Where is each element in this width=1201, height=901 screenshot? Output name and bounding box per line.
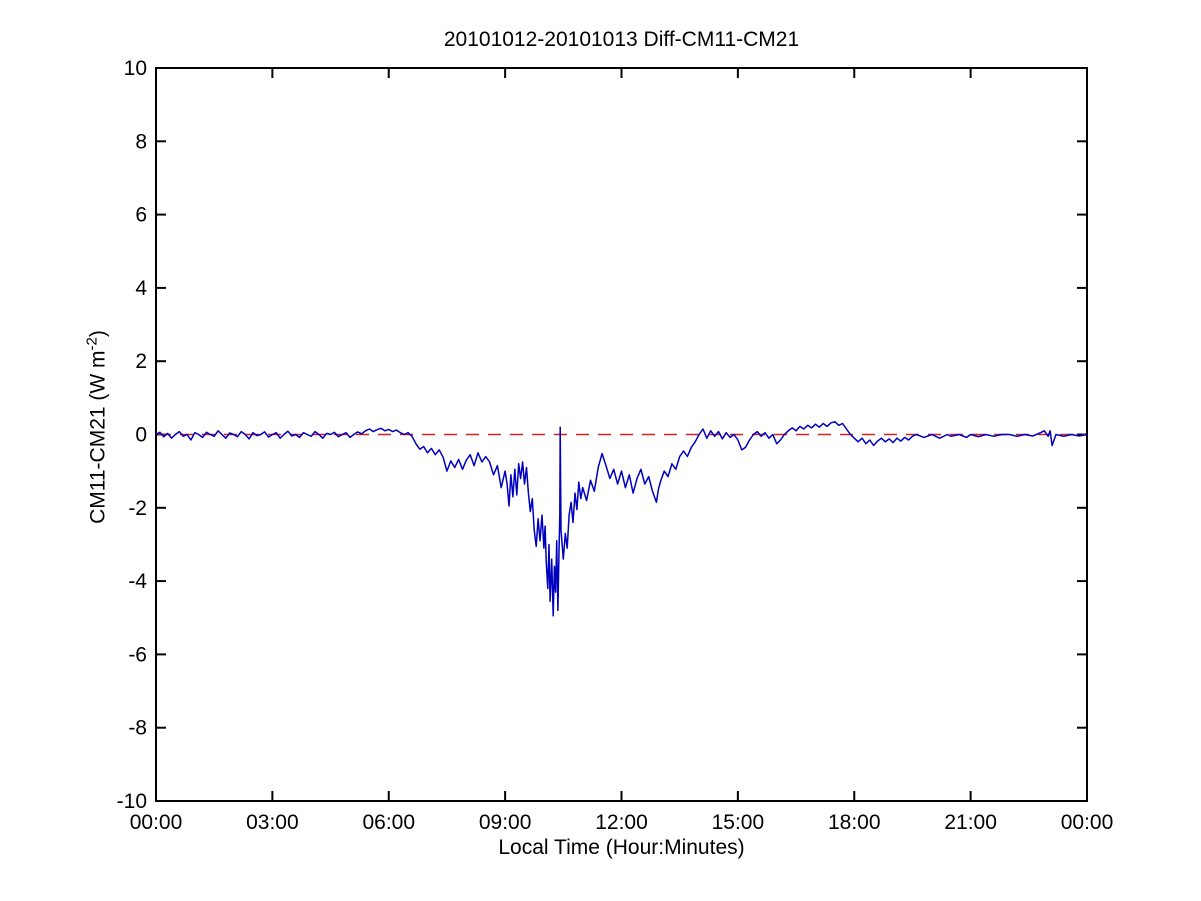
- x-tick-label: 00:00: [130, 811, 183, 834]
- y-axis-label-exponent: -2: [83, 337, 101, 351]
- y-tick-label: -10: [117, 790, 147, 813]
- x-tick-label: 21:00: [944, 811, 997, 834]
- x-tick-label: 06:00: [362, 811, 415, 834]
- x-tick-label: 03:00: [246, 811, 299, 834]
- y-axis-label: CM11-CM21 (W m-2): [84, 330, 111, 524]
- y-tick-label: 2: [135, 350, 147, 373]
- x-tick-label: 00:00: [1061, 811, 1114, 834]
- y-tick-label: 0: [135, 424, 147, 447]
- y-tick-label: 8: [135, 130, 147, 153]
- x-axis-label: Local Time (Hour:Minutes): [498, 836, 745, 859]
- difference-series-line: [155, 420, 1088, 617]
- y-tick-label: -4: [128, 570, 147, 593]
- x-tick-label: 15:00: [712, 811, 765, 834]
- y-tick-label: -8: [128, 717, 147, 740]
- chart-title: 20101012-20101013 Diff-CM11-CM21: [443, 28, 800, 51]
- x-tick-label: 09:00: [479, 811, 532, 834]
- y-tick-label: 4: [135, 277, 147, 300]
- y-tick-label: -6: [128, 643, 147, 666]
- y-tick-label: -2: [128, 497, 147, 520]
- y-tick-label: 6: [135, 204, 147, 227]
- x-tick-label: 12:00: [595, 811, 648, 834]
- y-tick-label: 10: [124, 57, 147, 80]
- x-tick-label: 18:00: [828, 811, 881, 834]
- y-axis-label-close: ): [86, 330, 110, 338]
- y-axis-label-main: CM11-CM21 (W m: [86, 350, 110, 524]
